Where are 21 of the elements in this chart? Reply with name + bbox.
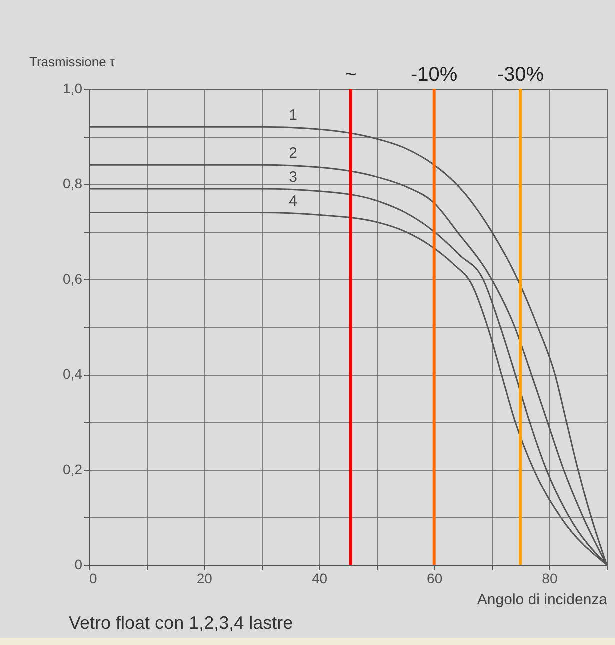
x-axis-title: Angolo di incidenza [477, 592, 608, 608]
y-axis-title: Trasmissione τ [30, 54, 116, 70]
y-tick-label: 0,2 [63, 461, 83, 478]
x-tick-label: 20 [196, 570, 213, 586]
x-tick-label: 80 [542, 570, 558, 586]
annotation: 2 [289, 145, 298, 162]
annotation: 1 [289, 107, 298, 124]
y-tick-label: 0,6 [63, 270, 83, 287]
x-tick-label: 0 [90, 570, 98, 586]
x-tick-label: 40 [312, 570, 328, 586]
x-tick-label: 60 [427, 570, 443, 586]
y-tick-label: 0 [74, 556, 83, 572]
text: Vetro float con 1,2,3,4 lastre [69, 613, 294, 633]
y-tick-label: 0,8 [63, 176, 83, 192]
annotation: 4 [289, 192, 298, 210]
y-tick-label: 0,4 [63, 366, 83, 382]
annotation: ~ [345, 64, 357, 86]
annotation: -30% [497, 64, 544, 86]
annotation: 3 [289, 168, 298, 186]
annotation: -10% [410, 64, 458, 86]
y-tick-label: 1,0 [63, 80, 83, 96]
